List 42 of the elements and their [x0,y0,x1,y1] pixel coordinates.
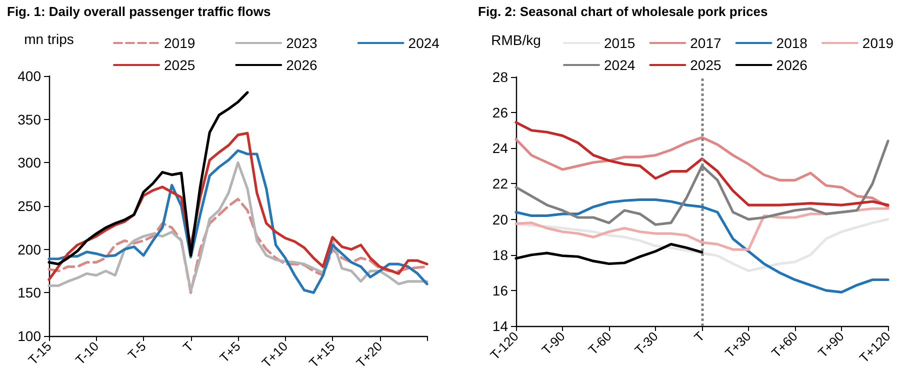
legend-label: 2018 [776,35,808,51]
x-tick-label: T [691,328,708,345]
y-tick-label: 16 [492,282,508,298]
x-tick-label: T-10 [72,338,102,368]
y-axis-title: mn trips [24,31,74,47]
y-tick-label: 350 [18,111,42,128]
legend-label: 2026 [286,57,318,73]
legend-label: 2026 [776,57,808,73]
y-axis-title: RMB/kg [491,32,541,48]
y-tick-label: 14 [492,318,508,334]
legend-label: 2015 [604,35,636,51]
chart-title: Fig. 2: Seasonal chart of wholesale pork prices [478,4,768,19]
legend-label: 2023 [286,35,318,51]
y-tick-label: 20 [492,211,508,228]
y-tick-label: 100 [18,328,42,344]
line-series [514,198,890,294]
line-series [514,121,890,206]
y-tick-label: 300 [18,154,42,171]
x-tick-label: T-90 [538,328,568,358]
y-tick-label: 250 [18,198,42,214]
x-tick-label: T-30 [632,328,661,358]
y-tick-label: 400 [18,68,42,84]
legend-label: 2024 [604,57,636,73]
chart-title: Fig. 1: Daily overall passenger traffic flows [7,4,271,19]
line-series [514,136,890,208]
y-tick-label: 18 [492,246,508,263]
legend-label: 2019 [862,35,894,51]
legend-label: 2024 [408,35,440,51]
x-tick-label: T-5 [124,338,149,363]
y-tick-label: 28 [492,69,508,85]
y-tick-label: 200 [18,241,42,258]
x-tick-label: T+5 [216,338,244,366]
y-tick-label: 24 [492,140,508,156]
y-tick-label: 22 [492,176,508,192]
legend-label: 2025 [164,57,196,73]
legend-label: 2025 [690,57,722,73]
y-tick-label: 26 [492,104,508,121]
x-tick-label: T [180,338,196,355]
x-tick-label: T-60 [585,328,614,358]
legend-label: 2019 [164,35,196,51]
y-tick-label: 150 [18,284,42,301]
legend-label: 2017 [690,35,722,51]
